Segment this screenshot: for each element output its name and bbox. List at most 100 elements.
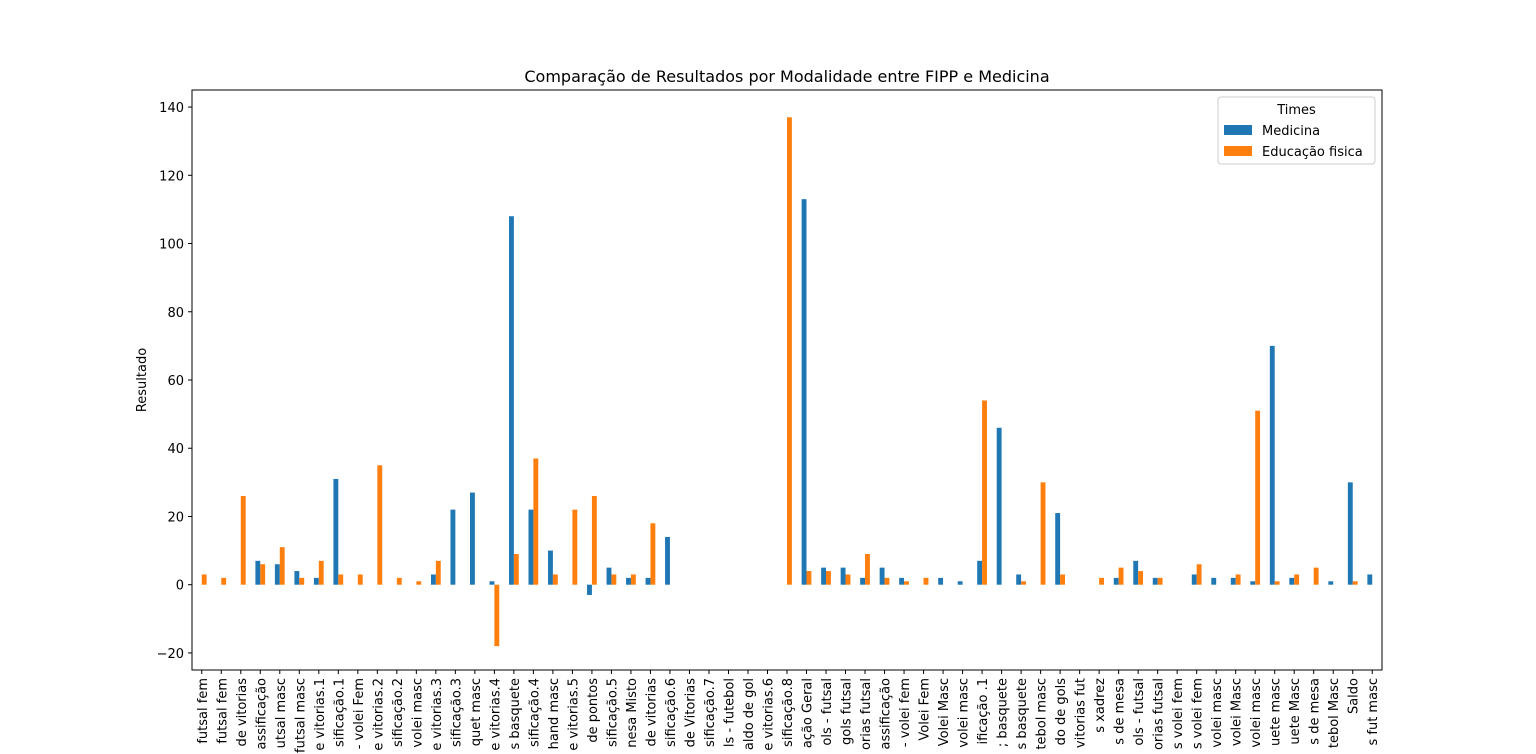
bar-educacao-fisica xyxy=(787,117,792,585)
x-axis: futsal fem futsal fem de vitorias assificaç… xyxy=(196,670,1381,753)
bar-educacao-fisica xyxy=(435,560,441,585)
x-tick-label: ; basquete xyxy=(996,678,1011,747)
bar-medicina xyxy=(489,581,495,585)
bar-medicina xyxy=(313,577,319,585)
x-tick-label: orias futsal xyxy=(1152,678,1167,750)
bar-medicina xyxy=(860,577,866,585)
bar-medicina xyxy=(509,216,514,585)
x-tick-label: sificação.5 xyxy=(605,678,620,747)
bar-medicina xyxy=(996,427,1002,585)
bar-medicina xyxy=(1152,577,1158,585)
x-tick-label: volei masc xyxy=(1210,678,1225,748)
bar-medicina xyxy=(1367,574,1373,585)
bar-medicina xyxy=(587,584,592,595)
x-tick-label: de vitorias xyxy=(644,678,659,747)
bar-educacao-fisica xyxy=(260,564,266,585)
bar-medicina xyxy=(899,577,905,585)
x-tick-label: s de mesa xyxy=(1308,678,1323,745)
x-tick-label: nesa Misto xyxy=(625,678,640,748)
y-tick-label: 0 xyxy=(176,579,184,594)
x-tick-label: sificação.2 xyxy=(391,678,406,747)
x-tick-label: de pontos xyxy=(586,678,601,743)
x-tick-label: e vitorias.3 xyxy=(430,678,445,751)
bar-educacao-fisica xyxy=(494,584,500,647)
legend-box xyxy=(1217,96,1376,165)
x-tick-label: s basquete xyxy=(508,678,523,749)
bar-educacao-fisica xyxy=(865,554,870,585)
x-tick-label: ols - futsal xyxy=(820,678,835,746)
bar-educacao-fisica xyxy=(1196,564,1202,585)
chart-title: Comparação de Resultados por Modalidade … xyxy=(524,67,1049,86)
x-tick-label: s fut masc xyxy=(1366,678,1381,746)
bar-medicina xyxy=(879,567,885,585)
bar-medicina xyxy=(274,564,280,585)
y-tick-label: 120 xyxy=(159,169,184,184)
bar-educacao-fisica xyxy=(904,581,909,585)
x-tick-label: assificação xyxy=(879,678,894,750)
y-tick-label: −20 xyxy=(157,647,184,662)
bar-medicina xyxy=(645,577,651,585)
bar-educacao-fisica xyxy=(338,574,344,585)
x-tick-label: e vitorias.4 xyxy=(488,678,503,751)
y-tick-label: 60 xyxy=(167,374,184,389)
x-tick-label: ols - futsal xyxy=(1132,678,1147,746)
bar-medicina xyxy=(1055,513,1061,585)
bar-medicina xyxy=(1211,577,1217,585)
bar-medicina xyxy=(294,571,300,585)
x-tick-label: tebol Masc xyxy=(1327,678,1342,748)
x-tick-label: ificação .1 xyxy=(976,678,991,745)
bar-educacao-fisica xyxy=(1138,571,1144,585)
bar-educacao-fisica xyxy=(923,577,929,585)
bar-educacao-fisica xyxy=(1021,581,1026,585)
x-tick-label: s volei fem xyxy=(1191,678,1206,749)
bar-educacao-fisica xyxy=(1255,410,1261,585)
bar-medicina xyxy=(1250,581,1256,585)
x-tick-label: orias futsal xyxy=(859,678,874,750)
bar-medicina xyxy=(450,509,456,585)
bar-medicina xyxy=(821,567,827,585)
bar-educacao-fisica xyxy=(1157,577,1163,585)
bar-educacao-fisica xyxy=(650,523,656,585)
y-axis: −20 0 20 40 60 80 100 120 140 xyxy=(157,101,192,662)
x-tick-label: Saldo xyxy=(1347,678,1362,714)
x-tick-label: futsal fem xyxy=(215,678,230,744)
x-tick-label: sificação.3 xyxy=(449,678,464,747)
bar-educacao-fisica xyxy=(201,574,207,585)
bar-medicina xyxy=(665,536,670,585)
x-tick-label: hand masc xyxy=(547,678,562,749)
x-tick-label: e vitorias.1 xyxy=(313,678,328,751)
bar-medicina xyxy=(548,550,553,585)
x-tick-label: futsal fem xyxy=(196,678,211,744)
bar-educacao-fisica xyxy=(884,577,890,585)
bar-educacao-fisica xyxy=(513,554,519,585)
x-tick-label: ação Geral xyxy=(801,678,816,748)
bar-educacao-fisica xyxy=(318,560,324,585)
x-tick-label: vitorias fut xyxy=(1074,678,1089,748)
x-tick-label: s de mesa xyxy=(1113,678,1128,745)
x-tick-label: quet masc xyxy=(469,678,484,746)
bar-educacao-fisica xyxy=(1235,574,1241,585)
bar-educacao-fisica xyxy=(845,574,851,585)
x-tick-label: - volei fem xyxy=(898,678,913,747)
x-tick-label: do de gols xyxy=(1054,678,1069,746)
bar-educacao-fisica xyxy=(1040,482,1046,585)
y-tick-label: 40 xyxy=(167,442,184,457)
bar-medicina xyxy=(528,509,534,585)
bars-group xyxy=(201,117,1373,647)
x-tick-label: de vitorias xyxy=(235,678,250,747)
x-tick-label: volei masc xyxy=(1249,678,1264,748)
y-tick-label: 80 xyxy=(167,306,184,321)
legend: Times Medicina Educação fisica xyxy=(1217,96,1376,165)
bar-educacao-fisica xyxy=(1313,567,1319,585)
bar-educacao-fisica xyxy=(572,509,578,585)
x-tick-label: volei masc xyxy=(410,678,425,748)
x-tick-label: s volei fem xyxy=(1171,678,1186,749)
bar-educacao-fisica xyxy=(1294,574,1300,585)
bar-medicina xyxy=(840,567,846,585)
bar-educacao-fisica xyxy=(630,574,636,585)
bar-educacao-fisica xyxy=(1274,581,1280,585)
x-tick-label: e vitorias.5 xyxy=(566,678,581,751)
bar-medicina xyxy=(1289,577,1295,585)
